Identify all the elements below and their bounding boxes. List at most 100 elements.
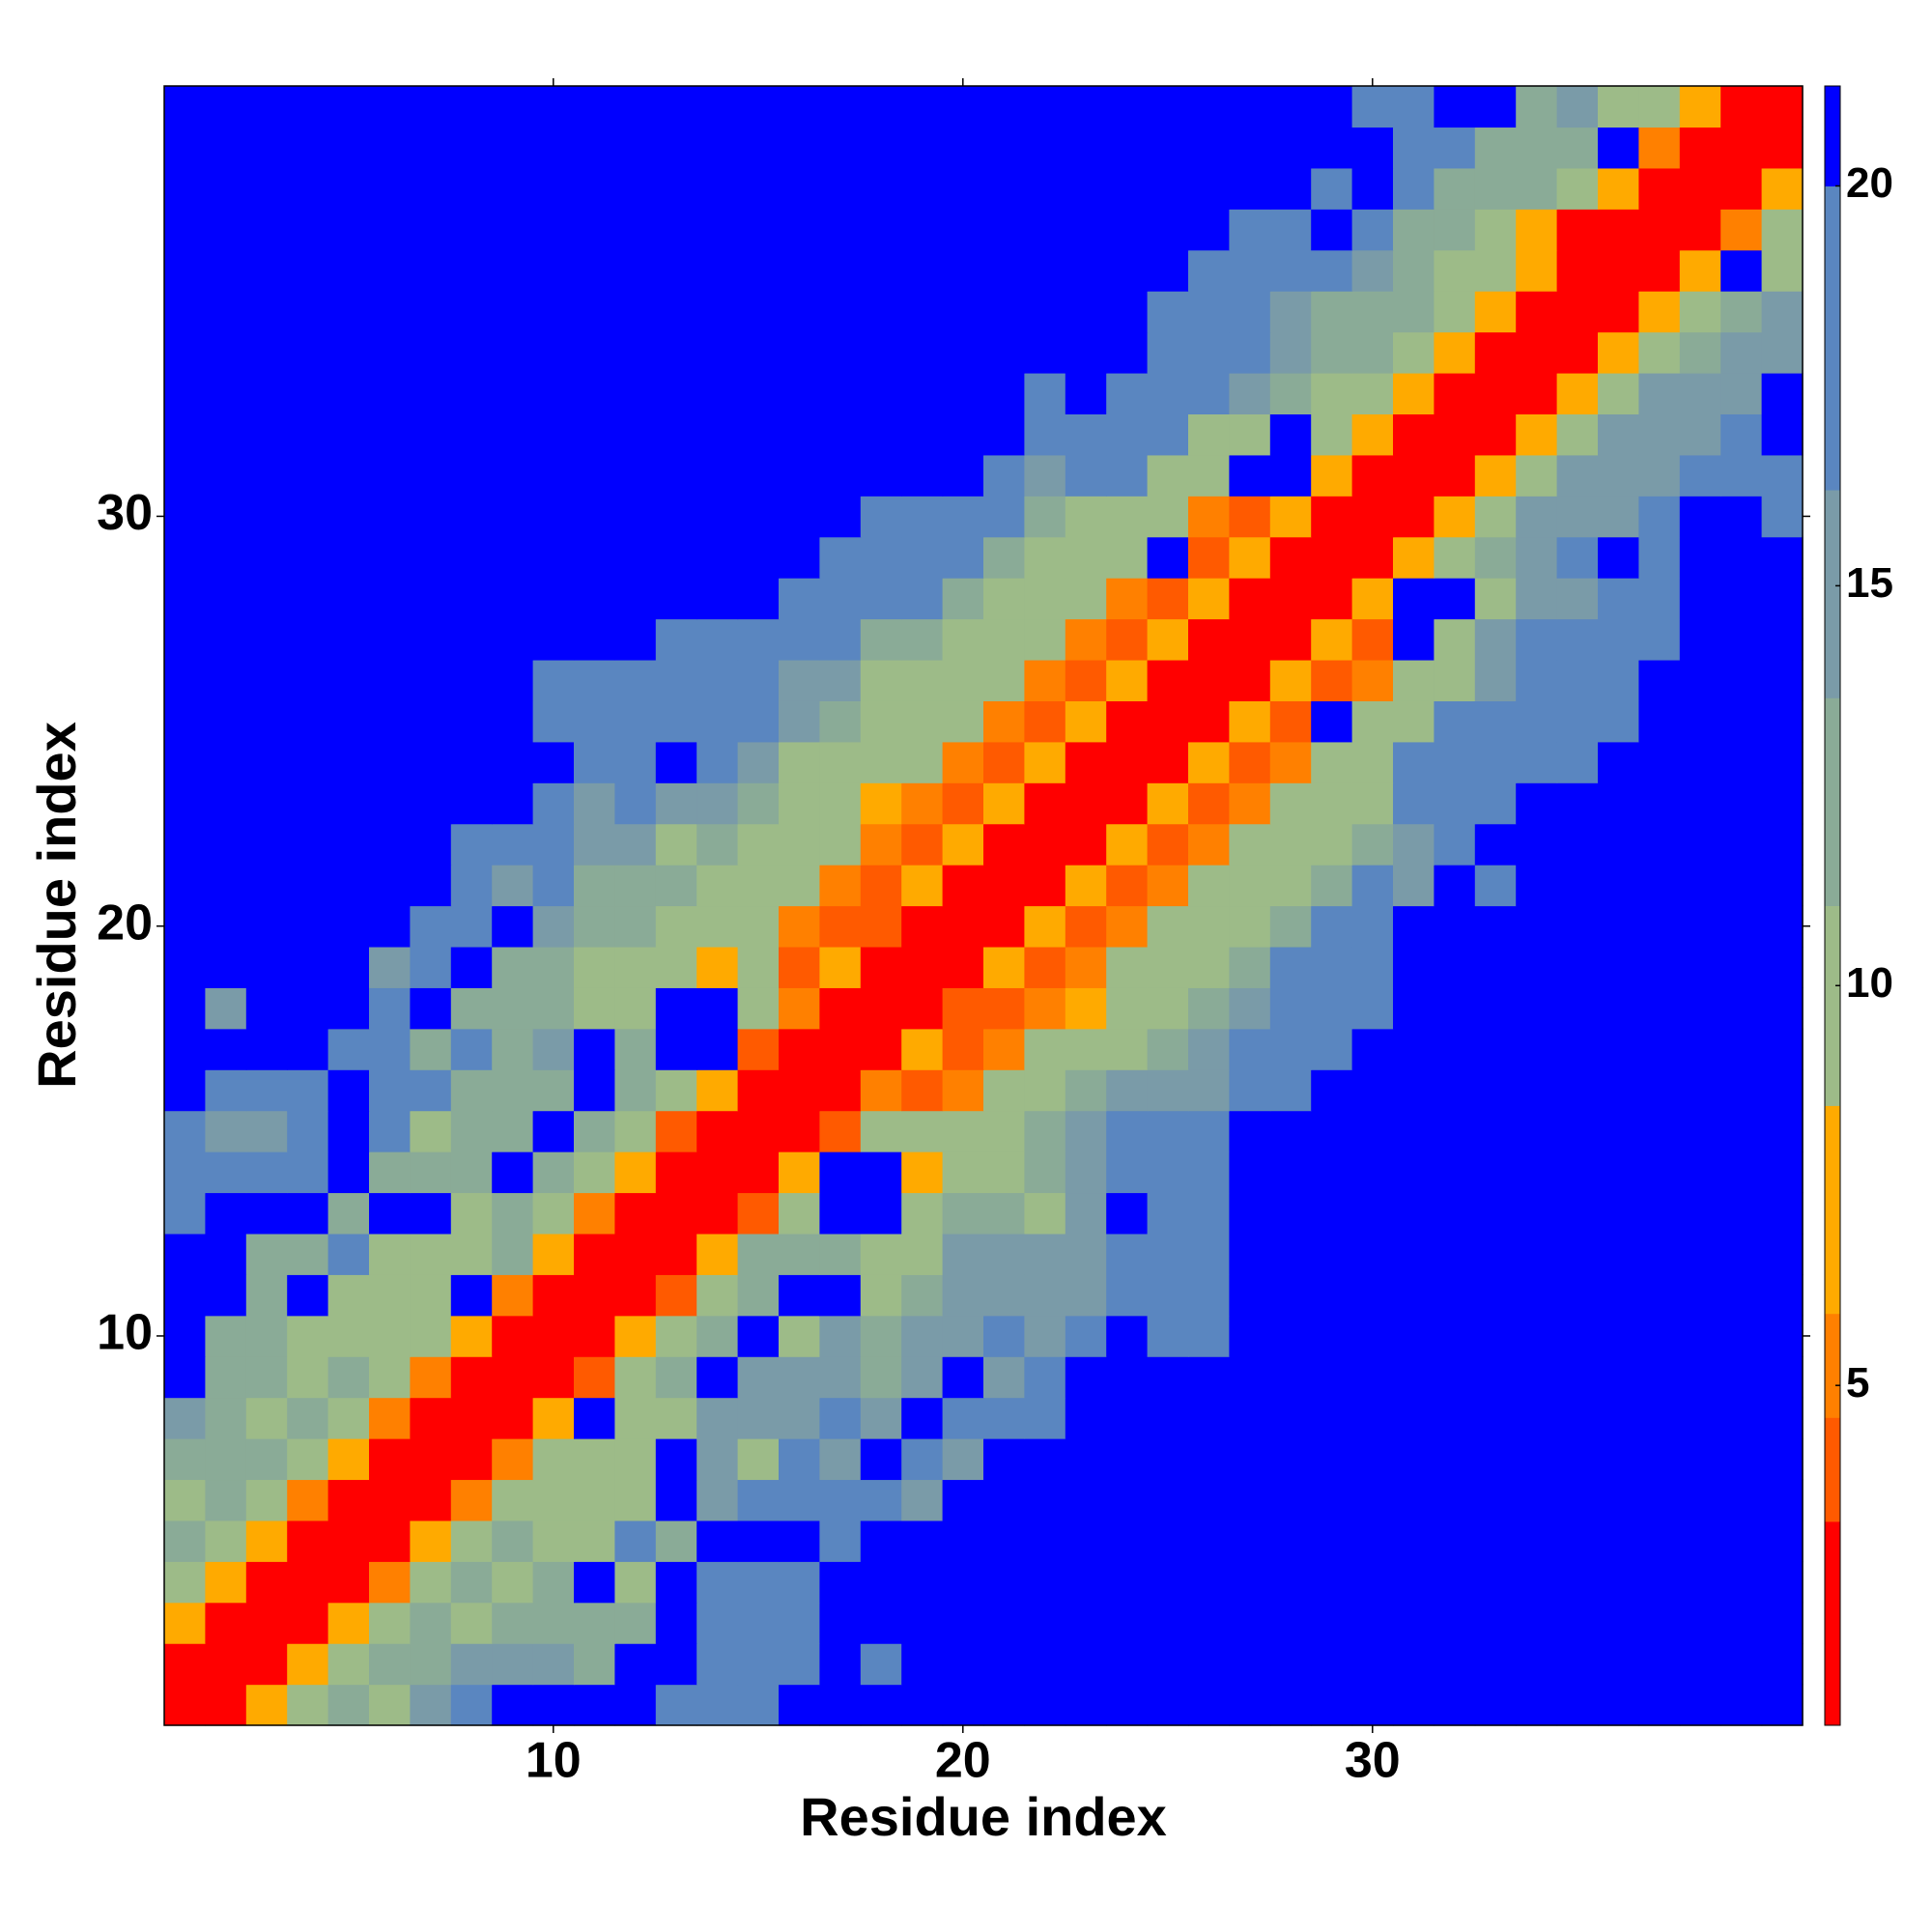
heatmap-cell [1598, 659, 1639, 701]
heatmap-cell [1229, 249, 1271, 292]
heatmap-cell [327, 1684, 370, 1726]
heatmap-cell [1147, 1110, 1189, 1152]
heatmap-cell [1598, 946, 1639, 988]
heatmap-cell [1188, 905, 1230, 948]
heatmap-cell [1229, 372, 1271, 414]
heatmap-cell [532, 249, 575, 292]
heatmap-cell [1351, 167, 1394, 210]
y-tick-label: 10 [97, 1305, 153, 1361]
heatmap-cell [410, 1192, 452, 1235]
heatmap-cell [942, 905, 984, 948]
heatmap-cell [1720, 1069, 1763, 1112]
heatmap-cell [410, 1561, 452, 1604]
heatmap-cell [287, 127, 329, 169]
heatmap-cell [1516, 823, 1558, 866]
heatmap-cell [532, 1602, 575, 1644]
heatmap-cell [369, 1069, 411, 1112]
heatmap-cell [1598, 454, 1639, 497]
heatmap-cell [1188, 659, 1230, 701]
heatmap-cell [1598, 536, 1639, 579]
heatmap-cell [327, 823, 370, 866]
heatmap-cell [245, 249, 288, 292]
heatmap-cell [1761, 1397, 1804, 1439]
heatmap-cell [779, 496, 820, 538]
heatmap-cell [1065, 454, 1107, 497]
heatmap-cell [1188, 1643, 1230, 1686]
heatmap-cell [1761, 372, 1804, 414]
heatmap-cell [1351, 413, 1394, 456]
heatmap-cell [737, 865, 780, 907]
heatmap-cell [860, 454, 902, 497]
heatmap-cell [983, 987, 1025, 1030]
heatmap-cell [1434, 1151, 1476, 1194]
heatmap-cell [1393, 413, 1435, 456]
heatmap-cell [1761, 700, 1804, 743]
heatmap-cell [1351, 1233, 1394, 1275]
heatmap-cell [245, 782, 288, 825]
heatmap-cell [245, 578, 288, 620]
heatmap-cell [1679, 1520, 1721, 1562]
heatmap-cell [1598, 1069, 1639, 1112]
heatmap-cell [327, 1561, 370, 1604]
heatmap-cell [901, 1438, 944, 1481]
heatmap-cell [1106, 618, 1149, 661]
heatmap-cell [369, 1602, 411, 1644]
heatmap-cell [614, 1233, 657, 1275]
heatmap-cell [1311, 249, 1353, 292]
heatmap-cell [1147, 372, 1189, 414]
heatmap-cell [1024, 1192, 1066, 1235]
heatmap-cell [1474, 1192, 1517, 1235]
heatmap-cell [574, 1028, 615, 1070]
heatmap-cell [1598, 1520, 1639, 1562]
heatmap-cell [860, 1315, 902, 1357]
heatmap-cell [1188, 209, 1230, 251]
heatmap-cell [1474, 1397, 1517, 1439]
heatmap-cell [1434, 1602, 1476, 1644]
heatmap-cell [574, 1192, 615, 1235]
heatmap-cell [1679, 1356, 1721, 1399]
heatmap-cell [1679, 413, 1721, 456]
heatmap-cell [1393, 1561, 1435, 1604]
heatmap-cell [614, 1684, 657, 1726]
heatmap-cell [410, 496, 452, 538]
heatmap-cell [737, 1233, 780, 1275]
heatmap-cell [410, 1233, 452, 1275]
heatmap-cell [164, 782, 206, 825]
heatmap-cell [737, 1479, 780, 1521]
heatmap-cell [1393, 1602, 1435, 1644]
heatmap-cell [1188, 249, 1230, 292]
heatmap-cell [1516, 865, 1558, 907]
heatmap-cell [410, 1315, 452, 1357]
heatmap-cell [450, 578, 493, 620]
heatmap-cell [450, 659, 493, 701]
heatmap-cell [1311, 946, 1353, 988]
heatmap-cell [1556, 865, 1599, 907]
heatmap-cell [655, 496, 697, 538]
heatmap-cell [245, 946, 288, 988]
heatmap-cell [450, 905, 493, 948]
heatmap-cell [1720, 946, 1763, 988]
heatmap-cell [1269, 1069, 1312, 1112]
heatmap-cell [1351, 865, 1394, 907]
heatmap-cell [1720, 167, 1763, 210]
heatmap-cell [205, 700, 247, 743]
heatmap-cell [410, 905, 452, 948]
heatmap-cell [245, 127, 288, 169]
heatmap-cell [1556, 700, 1599, 743]
heatmap-cell [1638, 1192, 1681, 1235]
heatmap-cell [1598, 578, 1639, 620]
heatmap-cell [737, 496, 780, 538]
heatmap-cell [532, 1315, 575, 1357]
heatmap-cell [369, 700, 411, 743]
heatmap-cell [245, 454, 288, 497]
heatmap-cell [1638, 987, 1681, 1030]
heatmap-cell [1761, 1520, 1804, 1562]
heatmap-cell [696, 1602, 739, 1644]
heatmap-cell [574, 372, 615, 414]
heatmap-cell [1638, 659, 1681, 701]
heatmap-cell [1147, 1274, 1189, 1317]
heatmap-cell [1269, 782, 1312, 825]
heatmap-cell [1269, 659, 1312, 701]
heatmap-cell [532, 1274, 575, 1317]
heatmap-cell [1188, 1315, 1230, 1357]
